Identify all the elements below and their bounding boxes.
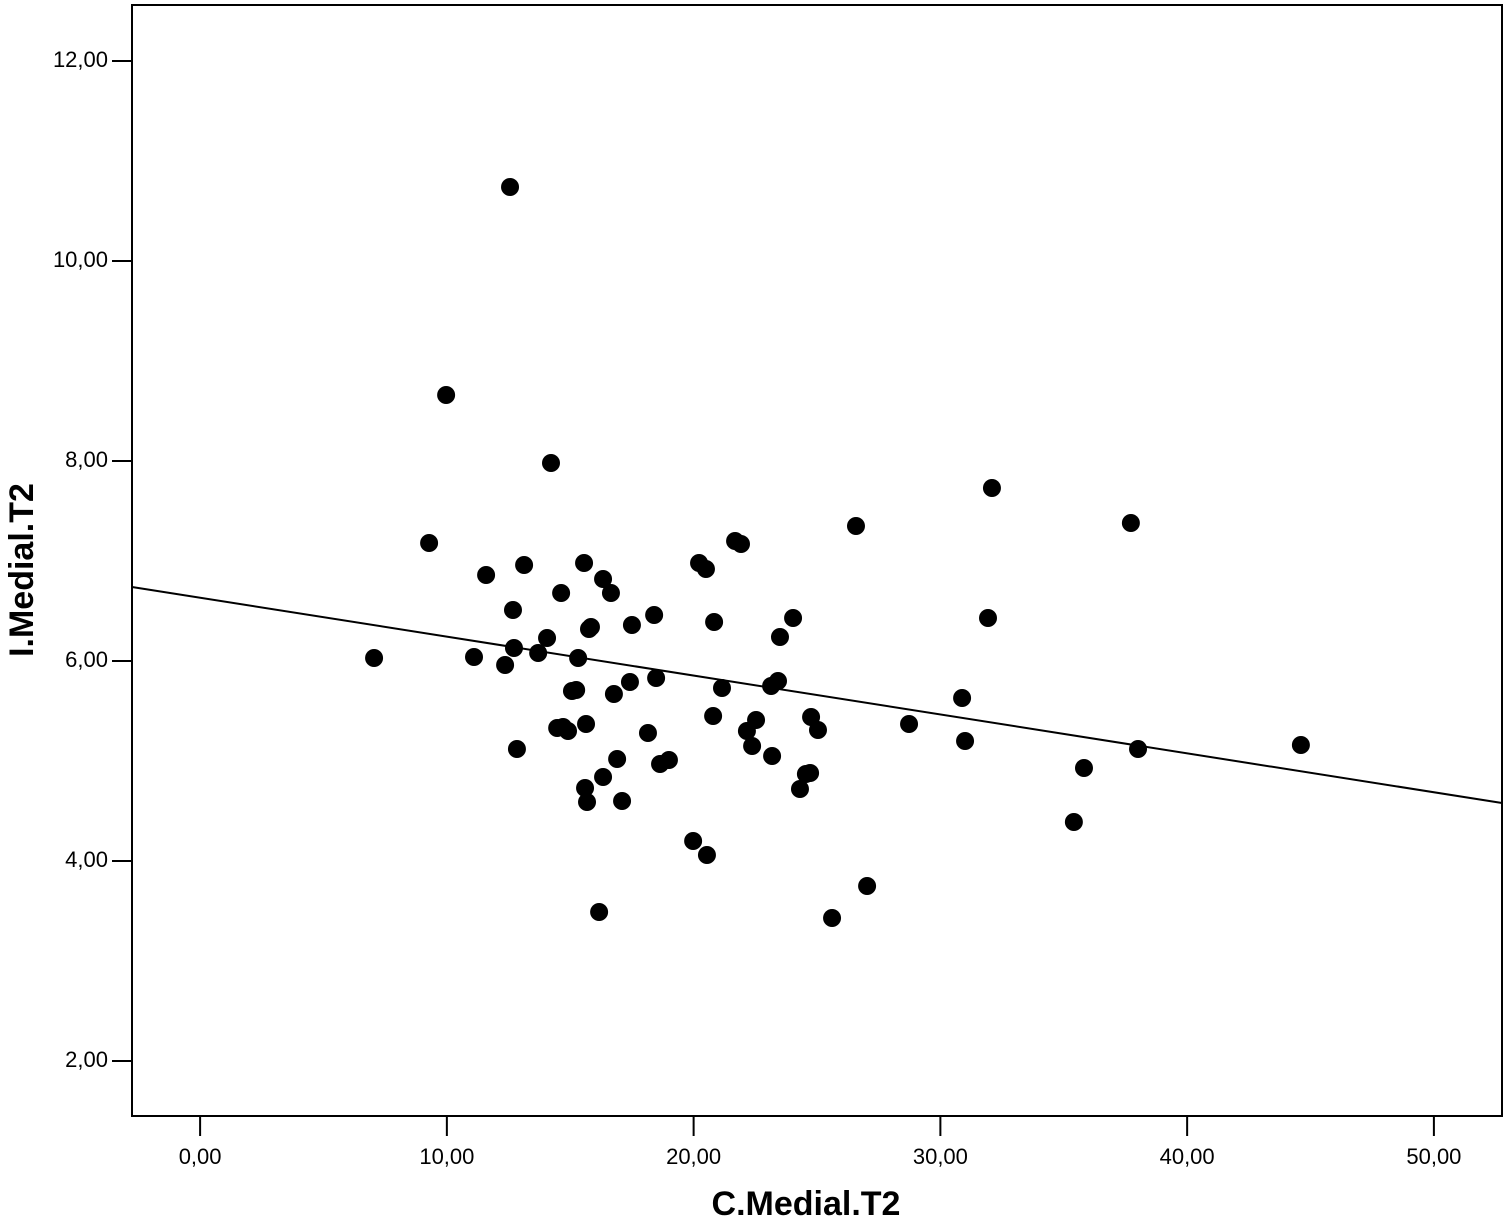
point (567, 681, 586, 699)
point (1064, 813, 1083, 831)
point (576, 779, 595, 797)
point (590, 903, 609, 921)
y-tick-label: 8,00 (65, 447, 108, 472)
point (604, 685, 623, 703)
point (515, 556, 534, 574)
fit-line (131, 586, 1503, 804)
point (507, 740, 526, 758)
point (594, 570, 613, 588)
point (659, 751, 678, 769)
x-axis-title: C.Medial.T2 (712, 1185, 901, 1223)
point (638, 724, 657, 742)
point (801, 764, 820, 782)
point (601, 584, 620, 602)
point (712, 679, 731, 697)
y-tick-label: 12,00 (53, 47, 108, 72)
point (501, 178, 520, 196)
point (956, 732, 975, 750)
x-tick-label: 40,00 (1160, 1144, 1215, 1169)
point (696, 560, 715, 578)
x-tick-label: 10,00 (419, 1144, 474, 1169)
point (613, 792, 632, 810)
point (979, 609, 998, 627)
point (1291, 736, 1310, 754)
point (684, 832, 703, 850)
point (1074, 759, 1093, 777)
point (581, 618, 600, 636)
point (770, 628, 789, 646)
point (763, 747, 782, 765)
point (559, 722, 578, 740)
point (622, 616, 641, 634)
point (705, 613, 724, 631)
point (477, 566, 496, 584)
point (503, 601, 522, 619)
point (620, 673, 639, 691)
point (784, 609, 803, 627)
point (900, 715, 919, 733)
point (747, 711, 766, 729)
plot-frame (131, 4, 1503, 1117)
x-tick-label: 0,00 (179, 1144, 222, 1169)
point (594, 768, 613, 786)
y-tick-label: 10,00 (53, 247, 108, 272)
y-tick-label: 2,00 (65, 1047, 108, 1072)
point (743, 737, 762, 755)
point (541, 454, 560, 472)
point (420, 534, 439, 552)
point (858, 877, 877, 895)
point (465, 648, 484, 666)
point (529, 644, 548, 662)
point (697, 846, 716, 864)
point (823, 909, 842, 927)
point (645, 606, 664, 624)
y-axis-title: I.Medial.T2 (3, 483, 41, 657)
point (538, 629, 557, 647)
point (552, 584, 571, 602)
point (577, 715, 596, 733)
point (769, 672, 788, 690)
point (608, 750, 627, 768)
point (578, 793, 597, 811)
point (575, 554, 594, 572)
point (953, 689, 972, 707)
x-tick-label: 30,00 (913, 1144, 968, 1169)
point (982, 479, 1001, 497)
point (808, 721, 827, 739)
x-tick-label: 20,00 (666, 1144, 721, 1169)
point (1129, 740, 1148, 758)
point (496, 656, 515, 674)
point (731, 535, 750, 553)
point (647, 669, 666, 687)
point (365, 649, 384, 667)
point (437, 386, 456, 404)
point (704, 707, 723, 725)
point (790, 780, 809, 798)
y-tick-label: 6,00 (65, 647, 108, 672)
x-tick-label: 50,00 (1406, 1144, 1461, 1169)
point (1121, 514, 1140, 532)
y-tick-label: 4,00 (65, 847, 108, 872)
point (846, 517, 865, 535)
